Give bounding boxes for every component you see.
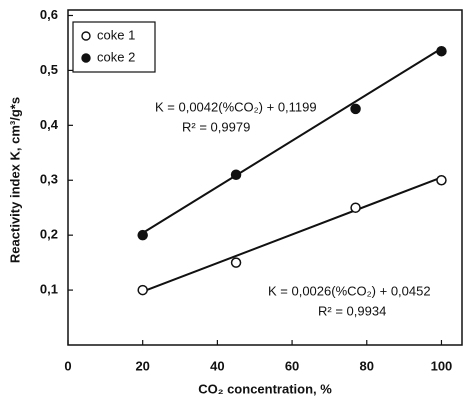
y-tick-label: 0,2 [40, 227, 58, 242]
x-tick-label: 0 [64, 358, 71, 373]
legend-marker [81, 53, 91, 63]
x-tick-label: 60 [285, 358, 299, 373]
data-point [137, 284, 148, 296]
y-tick-label: 0,5 [40, 62, 58, 77]
data-point [350, 103, 361, 115]
data-point [350, 202, 361, 213]
x-tick-label: 100 [431, 358, 453, 373]
data-point [137, 229, 148, 241]
legend-label: coke 1 [97, 27, 135, 42]
x-tick-label: 40 [210, 358, 224, 373]
trend-line [142, 176, 442, 293]
data-point [230, 169, 242, 181]
y-tick-label: 0,1 [40, 282, 58, 297]
y-tick-label: 0,3 [40, 172, 58, 187]
annotation: K = 0,0042(%CO₂) + 0,1199 [155, 99, 317, 114]
data-point [436, 45, 447, 57]
y-tick-label: 0,4 [40, 117, 59, 132]
plot-frame [67, 9, 463, 346]
y-tick-label: 0,6 [40, 7, 58, 22]
y-axis-label: Reactivity index K, cm³/g*s [7, 97, 22, 263]
annotation: R² = 0,9979 [182, 119, 250, 134]
data-point [436, 174, 447, 186]
annotation: K = 0,0026(%CO₂) + 0,0452 [268, 283, 431, 298]
legend-label: coke 2 [97, 49, 135, 64]
x-tick-label: 20 [135, 358, 149, 373]
data-point [230, 257, 242, 268]
annotation: R² = 0,9934 [318, 303, 386, 318]
legend-marker [81, 31, 91, 41]
legend-box [72, 21, 156, 73]
x-axis-label: CO₂ concentration, % [198, 381, 332, 396]
trend-line [142, 47, 442, 234]
x-tick-label: 80 [360, 358, 374, 373]
